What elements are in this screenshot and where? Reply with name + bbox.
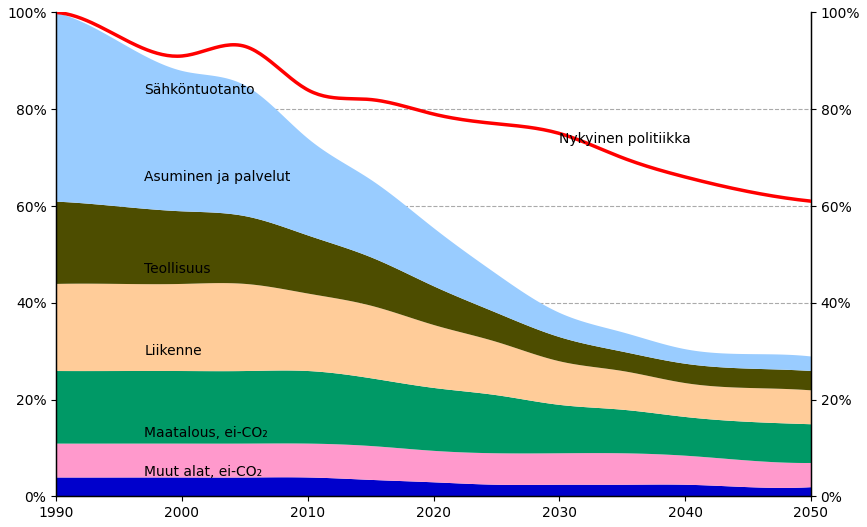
Text: Nykyinen politiikka: Nykyinen politiikka	[559, 132, 691, 146]
Text: Maatalous, ei-CO₂: Maatalous, ei-CO₂	[144, 426, 268, 441]
Text: Liikenne: Liikenne	[144, 344, 202, 358]
Text: Teollisuus: Teollisuus	[144, 262, 211, 276]
Text: Asuminen ja palvelut: Asuminen ja palvelut	[144, 170, 290, 184]
Text: Sähköntuotanto: Sähköntuotanto	[144, 83, 255, 97]
Text: Muut alat, ei-CO₂: Muut alat, ei-CO₂	[144, 465, 263, 479]
